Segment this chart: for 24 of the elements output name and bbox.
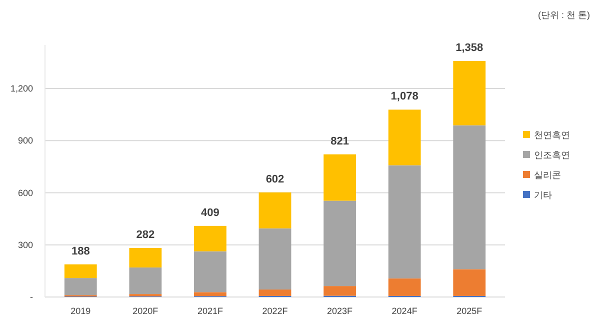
legend-label: 인조흑연 (534, 150, 570, 160)
y-tick-label: 600 (18, 188, 33, 198)
x-tick-label: 2022F (262, 306, 288, 316)
total-label: 409 (201, 206, 220, 219)
total-label: 602 (266, 173, 284, 186)
legend-label: 천연흑연 (534, 130, 570, 140)
x-tick-label: 2023F (327, 306, 354, 316)
x-tick-label: 2025F (456, 306, 483, 316)
legend-label: 기타 (534, 190, 552, 200)
total-label: 821 (330, 135, 349, 148)
y-tick-label: - (30, 292, 33, 302)
x-tick-label: 2020F (132, 306, 159, 316)
y-tick-label: 1,200 (10, 84, 33, 94)
total-label: 282 (136, 228, 155, 241)
y-tick-label: 900 (18, 136, 33, 146)
total-label: 1,358 (456, 42, 484, 54)
total-label: 1,078 (390, 90, 418, 103)
text: (단위 : 천 톤) (538, 10, 590, 20)
x-tick-label: 2021F (197, 306, 224, 316)
x-tick-label: 2019 (70, 306, 91, 316)
legend-label: 실리콘 (534, 170, 561, 180)
total-label: 188 (71, 245, 90, 258)
x-tick-label: 2024F (392, 306, 418, 316)
y-tick-label: 300 (18, 240, 33, 250)
